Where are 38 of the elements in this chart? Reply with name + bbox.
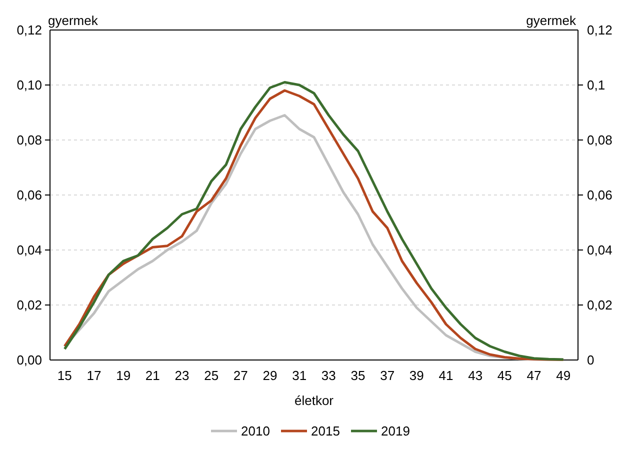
y2-tick-label: 0 [587,352,594,368]
x-tick-label: 39 [409,368,424,383]
y-tick-label: 0,06 [16,188,42,203]
x-tick-label: 31 [292,368,307,383]
x-tick-label: 37 [380,368,395,383]
x-tick-label: 41 [438,368,454,383]
x-tick-label: 27 [233,368,248,383]
y-tick-label: 0,04 [16,242,42,258]
y2-tick-label: 0,1 [587,78,606,93]
y-tick-label: 0,10 [16,78,42,93]
x-tick-label: 19 [116,368,131,383]
x-axis-title: életkor [294,393,334,408]
y2-tick-label: 0,04 [587,242,612,258]
x-tick-label: 35 [350,368,366,383]
x-tick-label: 15 [57,368,72,383]
x-tick-label: 17 [86,368,102,383]
x-tick-label: 45 [497,368,512,383]
legend-label: 2019 [381,424,410,439]
y-tick-label: 0,00 [16,352,42,368]
y2-tick-label: 0,12 [587,22,612,38]
x-tick-label: 29 [262,368,278,383]
y2-axis-title: gyermek [526,13,576,28]
y2-tick-label: 0,08 [587,132,612,148]
y-tick-label: 0,02 [16,298,42,313]
x-tick-label: 23 [174,368,190,383]
legend-label: 2010 [241,424,270,439]
y2-tick-label: 0,06 [587,188,612,203]
x-tick-label: 43 [468,368,483,383]
x-tick-label: 25 [204,368,219,383]
x-tick-label: 47 [526,368,542,383]
y-axis-title: gyermek [48,13,98,28]
y-tick-label: 0,08 [16,132,42,148]
y-tick-label: 0,12 [16,22,42,38]
x-tick-label: 33 [321,368,336,383]
y2-tick-label: 0,02 [587,298,612,313]
x-tick-label: 49 [556,368,571,383]
legend-label: 2015 [311,424,340,439]
x-tick-label: 21 [145,368,160,383]
